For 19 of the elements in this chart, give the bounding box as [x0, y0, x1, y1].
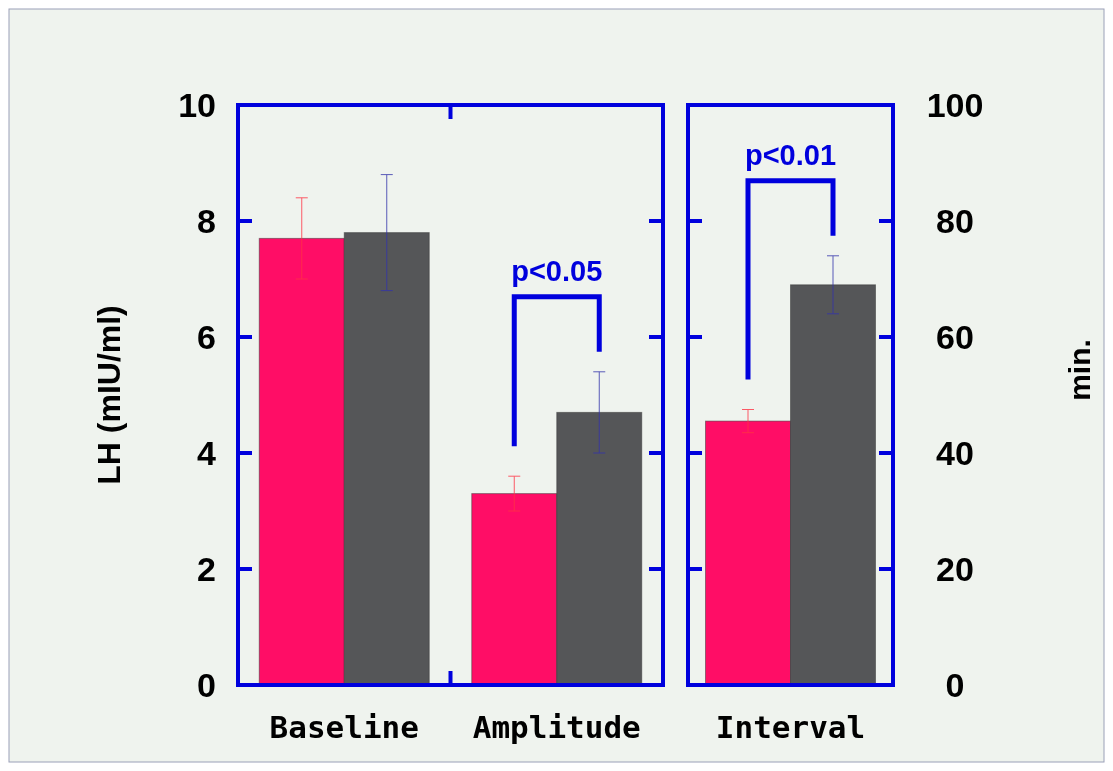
y-axis-title: LH (mIU/ml) [91, 305, 127, 485]
y-tick-label: 10 [178, 86, 216, 124]
y2-tick-label: 40 [936, 434, 974, 472]
annotation: p<0.05 [511, 254, 603, 287]
y2-tick-label: 80 [936, 202, 974, 240]
y-tick-label: 0 [197, 666, 216, 704]
y2-axis-title: min. [1063, 339, 1096, 401]
x-tick-label: Amplitude [472, 709, 641, 745]
y2-tick-label: 20 [936, 550, 974, 588]
x-tick-label: Baseline [269, 709, 419, 745]
y2-tick-label: 0 [945, 666, 965, 704]
annotation: p<0.01 [744, 138, 837, 171]
y-tick-label: 4 [197, 434, 217, 472]
y-tick-label: 8 [197, 202, 216, 240]
x-tick-label: Interval [715, 709, 866, 745]
y2-tick-label: 60 [936, 318, 974, 356]
y-tick-label: 2 [197, 550, 216, 588]
y-tick-label: 6 [197, 318, 216, 356]
y2-tick-label: 100 [926, 86, 984, 124]
